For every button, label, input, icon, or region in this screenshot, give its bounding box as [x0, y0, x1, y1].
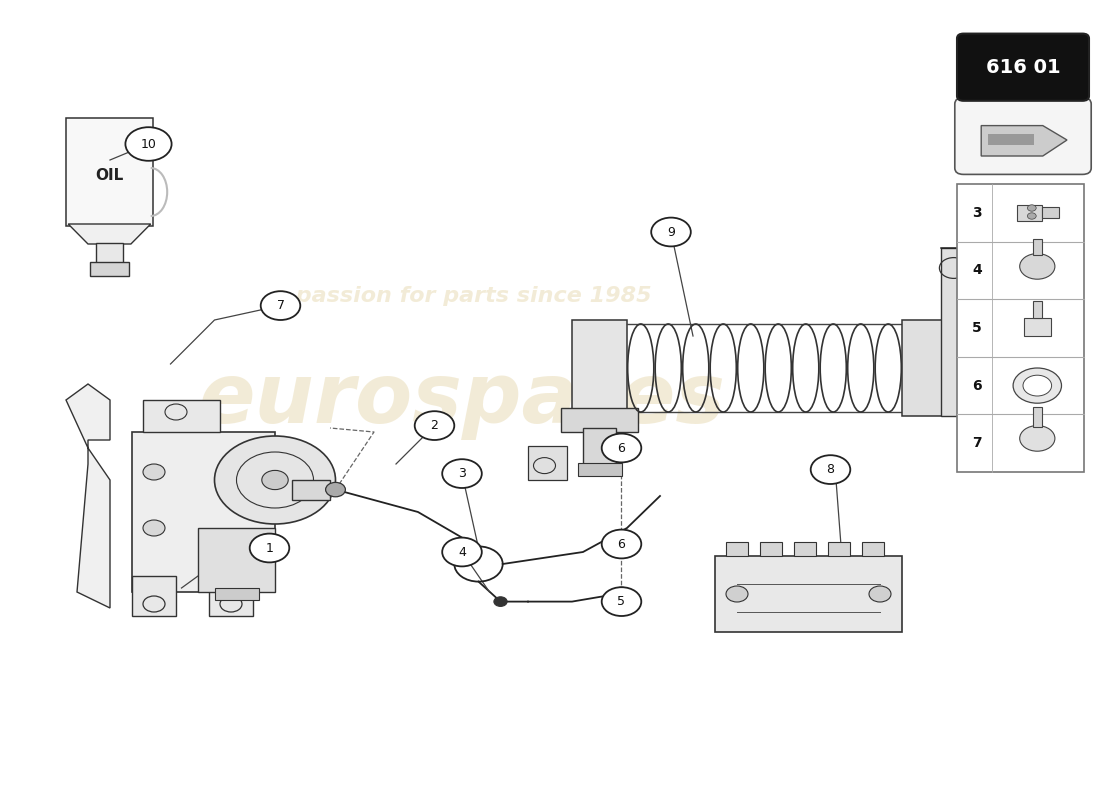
Bar: [957, 184, 1084, 472]
Circle shape: [415, 411, 454, 440]
Bar: [198, 528, 275, 592]
Circle shape: [125, 127, 172, 161]
Bar: [1033, 301, 1042, 318]
Circle shape: [494, 597, 507, 606]
Bar: [828, 542, 850, 556]
Text: 6: 6: [617, 442, 626, 454]
Bar: [988, 134, 1034, 145]
Polygon shape: [66, 384, 110, 608]
Circle shape: [143, 520, 165, 536]
Text: 6: 6: [617, 538, 626, 550]
Circle shape: [261, 291, 300, 320]
Bar: [726, 542, 748, 556]
Bar: [1018, 205, 1042, 221]
Text: 10: 10: [141, 138, 156, 150]
Text: 3: 3: [972, 206, 981, 220]
Polygon shape: [68, 224, 151, 244]
Bar: [1024, 318, 1050, 336]
Text: 5: 5: [617, 595, 626, 608]
Bar: [561, 408, 638, 432]
Text: 7: 7: [276, 299, 285, 312]
Bar: [1042, 207, 1059, 218]
Bar: [572, 320, 627, 416]
Text: a passion for parts since 1985: a passion for parts since 1985: [273, 286, 651, 306]
Text: 2: 2: [430, 419, 439, 432]
Bar: [794, 542, 816, 556]
Text: 1: 1: [265, 542, 274, 554]
Circle shape: [651, 218, 691, 246]
Circle shape: [1027, 205, 1036, 211]
Bar: [96, 243, 123, 264]
Bar: [1006, 248, 1028, 416]
Bar: [578, 463, 621, 476]
Text: OIL: OIL: [96, 169, 123, 183]
FancyBboxPatch shape: [957, 34, 1089, 101]
Circle shape: [615, 587, 628, 597]
Bar: [583, 428, 616, 464]
FancyBboxPatch shape: [66, 118, 153, 226]
Circle shape: [442, 538, 482, 566]
Circle shape: [1020, 426, 1055, 451]
Text: 8: 8: [826, 463, 835, 476]
FancyBboxPatch shape: [955, 98, 1091, 174]
Circle shape: [442, 459, 482, 488]
Bar: [209, 576, 253, 616]
Text: eurospares: eurospares: [198, 359, 726, 441]
Text: 7: 7: [972, 436, 981, 450]
Bar: [760, 542, 782, 556]
Circle shape: [811, 455, 850, 484]
Text: 5: 5: [972, 321, 981, 335]
Circle shape: [214, 436, 336, 524]
Bar: [1033, 239, 1042, 255]
Circle shape: [326, 482, 345, 497]
Circle shape: [1013, 368, 1062, 403]
Bar: [902, 320, 946, 416]
Text: 6: 6: [972, 378, 981, 393]
Polygon shape: [981, 126, 1067, 156]
Bar: [528, 446, 566, 480]
Circle shape: [250, 534, 289, 562]
Bar: [132, 576, 176, 616]
Circle shape: [1027, 213, 1036, 219]
Circle shape: [726, 586, 748, 602]
Text: 4: 4: [972, 263, 981, 278]
Bar: [214, 588, 258, 600]
Circle shape: [869, 586, 891, 602]
Bar: [90, 262, 129, 276]
Bar: [1033, 407, 1042, 427]
Bar: [862, 542, 884, 556]
Circle shape: [602, 434, 641, 462]
Circle shape: [143, 464, 165, 480]
Text: 616 01: 616 01: [986, 58, 1060, 77]
Text: 3: 3: [458, 467, 466, 480]
Circle shape: [262, 470, 288, 490]
Text: 9: 9: [667, 226, 675, 238]
Circle shape: [1023, 375, 1052, 396]
Bar: [715, 556, 902, 632]
Circle shape: [602, 530, 641, 558]
Circle shape: [602, 587, 641, 616]
Circle shape: [1020, 254, 1055, 279]
Bar: [143, 400, 220, 432]
Text: 4: 4: [458, 546, 466, 558]
Bar: [132, 432, 275, 592]
Bar: [292, 480, 330, 500]
Bar: [940, 248, 962, 416]
